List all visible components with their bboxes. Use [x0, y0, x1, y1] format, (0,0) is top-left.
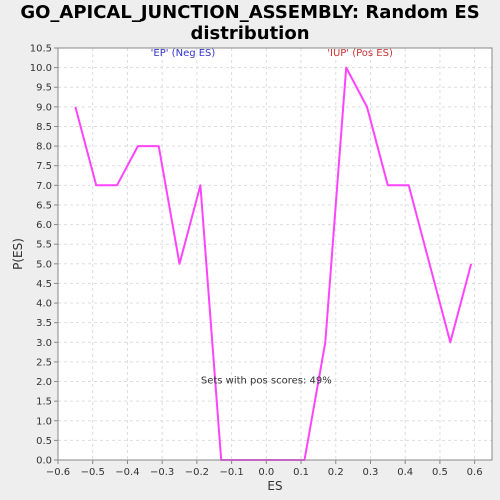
- y-tick-label: 3.0: [36, 338, 52, 349]
- y-tick-label: 10.5: [30, 44, 52, 55]
- x-tick-label: −0.5: [81, 467, 105, 478]
- grid-lines: [57, 47, 492, 461]
- y-tick-label: 8.5: [36, 122, 52, 133]
- x-tick-label: 0.2: [328, 467, 344, 478]
- x-tick-label: 0.0: [258, 467, 274, 478]
- chart-title-line-1: GO_APICAL_JUNCTION_ASSEMBLY: Random ES: [20, 2, 480, 23]
- y-tick-label: 4.0: [36, 299, 52, 310]
- x-tick-label: −0.4: [115, 467, 139, 478]
- x-tick-label: 0.5: [432, 467, 448, 478]
- y-tick-label: 3.5: [36, 318, 52, 329]
- y-tick-label: 9.5: [36, 83, 52, 94]
- annotation-label: Sets with pos scores: 49%: [201, 375, 332, 386]
- y-tick-label: 6.0: [36, 220, 52, 231]
- y-tick-label: 9.0: [36, 102, 52, 113]
- annotation-label: 'EP' (Neg ES): [151, 48, 216, 59]
- y-tick-label: 1.5: [36, 397, 52, 408]
- y-tick-label: 7.5: [36, 161, 52, 172]
- y-axis: 0.0 0.5 1.0 1.5 2.0 2.5 3.0 3.5 4.0 4.5 5.0 5.5 6.0 6…: [30, 44, 58, 467]
- y-tick-label: 2.5: [36, 357, 52, 368]
- plot-frame: [57, 47, 493, 461]
- x-axis-label: ES: [267, 479, 282, 493]
- y-axis-label: P(ES): [11, 238, 25, 270]
- annotations: 'EP' (Neg ES) 'IUP' (Pos ES) Sets with pos…: [151, 48, 393, 387]
- y-tick-label: 4.5: [36, 279, 52, 290]
- x-axis: −0.6 −0.5 −0.4 −0.3 −0.2 −0.1 0.0 0.1 0.2 0.3 0.4 0…: [46, 460, 483, 478]
- x-tick-label: −0.1: [219, 467, 243, 478]
- y-tick-label: 5.5: [36, 240, 52, 251]
- y-tick-label: 5.0: [36, 259, 52, 270]
- x-tick-label: −0.3: [150, 467, 174, 478]
- y-tick-label: 0.5: [36, 436, 52, 447]
- y-tick-label: 6.5: [36, 200, 52, 211]
- y-tick-label: 0.0: [36, 456, 52, 467]
- x-tick-label: 0.6: [467, 467, 483, 478]
- chart-title-line-2: distribution: [190, 23, 310, 44]
- x-tick-label: 0.3: [363, 467, 379, 478]
- x-tick-label: 0.1: [293, 467, 309, 478]
- x-tick-label: 0.4: [397, 467, 413, 478]
- x-tick-label: −0.2: [185, 467, 209, 478]
- annotation-label: 'IUP' (Pos ES): [327, 48, 393, 59]
- plot-area: [58, 48, 492, 460]
- y-tick-label: 1.0: [36, 416, 52, 427]
- y-tick-label: 8.0: [36, 142, 52, 153]
- y-tick-label: 10.0: [30, 63, 52, 74]
- y-tick-label: 2.0: [36, 377, 52, 388]
- x-tick-label: −0.6: [46, 467, 70, 478]
- y-tick-label: 7.0: [36, 181, 52, 192]
